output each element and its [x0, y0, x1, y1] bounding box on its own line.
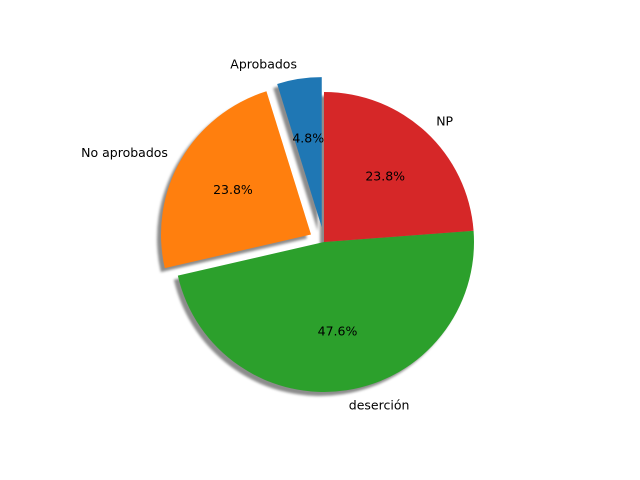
slice-percent-desercion: 47.6% — [318, 323, 358, 338]
percentage-labels: 4.8% 23.8% 47.6% 23.8% — [213, 131, 405, 339]
slice-label-desercion: deserción — [349, 398, 410, 413]
slice-percent-np: 23.8% — [365, 169, 405, 184]
pie-slices — [160, 77, 474, 392]
slice-labels: Aprobados No aprobados deserción NP — [81, 57, 453, 413]
slice-percent-aprobados: 4.8% — [292, 131, 324, 146]
slice-label-np: NP — [436, 114, 453, 129]
slice-label-aprobados: Aprobados — [230, 57, 297, 72]
pie-slice-aprobados — [277, 77, 322, 228]
pie-slice-np — [324, 92, 474, 242]
slice-percent-no-aprobados: 23.8% — [213, 182, 253, 197]
slice-label-no-aprobados: No aprobados — [81, 145, 168, 160]
pie-slice-no-aprobados — [160, 91, 311, 269]
pie-slice-desercion — [177, 230, 474, 392]
